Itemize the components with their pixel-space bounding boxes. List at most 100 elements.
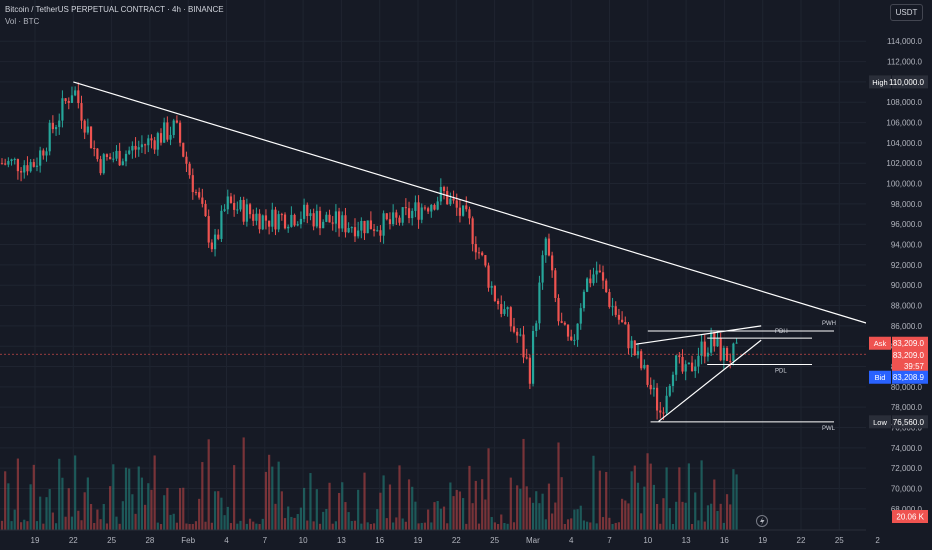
candle-body	[207, 216, 210, 243]
candle-body	[458, 207, 462, 216]
high-label: High	[872, 78, 887, 87]
volume-bar	[194, 521, 198, 530]
volume-bar	[131, 494, 134, 530]
candle-body	[239, 199, 242, 210]
volume-bar	[598, 470, 601, 530]
candle-body	[541, 255, 544, 283]
volume-bar	[725, 494, 729, 530]
volume-bar	[182, 487, 185, 530]
volume-bar	[150, 489, 153, 530]
trendline-main	[73, 81, 876, 327]
candle-body	[506, 307, 509, 310]
volume-bar	[271, 466, 274, 530]
candle-body	[551, 255, 554, 271]
bid-value: 83,208.9	[893, 373, 925, 382]
volume-bar	[427, 509, 430, 530]
volume-bar	[159, 523, 163, 530]
candle-body	[185, 156, 188, 164]
bid-label-bg	[869, 370, 891, 384]
ask-label-bg	[869, 336, 891, 350]
candle-body	[592, 274, 595, 284]
volume-bar	[258, 523, 261, 530]
time-axis[interactable]: 19 22 25 28 Feb 4 7 10 13 16 19 22 25 Mar 4 7 10 13 16 19 22…	[0, 529, 880, 545]
candle-body	[398, 217, 401, 223]
volume-bar	[290, 516, 293, 530]
candle-body	[493, 286, 496, 301]
volume-bar	[659, 523, 662, 530]
volume-bar	[640, 513, 643, 530]
candle-body	[710, 332, 713, 353]
volume-bar	[191, 523, 194, 530]
volume-bar	[207, 439, 210, 530]
volume-bar	[503, 522, 506, 530]
volume-bar	[331, 523, 334, 530]
volume-bar	[678, 467, 681, 530]
candle-body	[102, 154, 105, 174]
volume-bar	[268, 454, 271, 530]
candle-body	[662, 412, 665, 414]
bid-value-bg	[892, 370, 928, 384]
candle-body	[99, 159, 102, 174]
volume-bar	[633, 465, 636, 530]
volume-bar	[627, 503, 630, 530]
volume-bar	[42, 523, 45, 530]
volume-bar	[245, 523, 248, 530]
volume-value-bg	[892, 510, 928, 523]
volume-bar	[89, 503, 93, 530]
candle-body	[376, 230, 379, 232]
volume-value: 20.06 K	[896, 513, 924, 522]
volume-bar	[449, 482, 452, 530]
volume-bar	[39, 496, 42, 530]
candle-body	[306, 204, 309, 217]
drawings[interactable]: PWH PDH PDL PWL	[0, 81, 876, 432]
currency-button[interactable]: USDT	[890, 4, 923, 21]
candle-body	[248, 204, 252, 215]
candle-body	[150, 138, 153, 141]
volume-bar	[325, 508, 328, 530]
candle-body	[299, 218, 303, 225]
volume-bar	[134, 513, 137, 530]
volume-bar	[77, 510, 80, 530]
volume-bar	[210, 522, 213, 530]
candle-body	[293, 214, 296, 226]
candle-body	[614, 306, 617, 315]
volume-bar	[481, 479, 484, 530]
candle-body	[39, 150, 42, 166]
candle-body	[337, 211, 341, 229]
volume-bar	[573, 509, 576, 530]
candle-body	[287, 226, 290, 229]
volume-bar	[303, 487, 306, 530]
lightning-icon[interactable]	[756, 515, 768, 527]
candle-body	[684, 364, 687, 372]
time-tick-label: 4	[224, 536, 229, 545]
candle-body	[468, 209, 471, 219]
volume-bar	[366, 522, 369, 530]
candle-body	[636, 351, 640, 356]
volume-bar	[61, 477, 64, 530]
volume-bar	[93, 522, 96, 530]
candle-body	[277, 214, 280, 230]
volume-bar	[452, 496, 455, 530]
candle-body	[10, 159, 13, 162]
candle-body	[271, 209, 274, 227]
candle-body	[96, 148, 99, 160]
volume-bar	[188, 523, 191, 530]
candle-body	[226, 196, 229, 210]
price-tick-label: 94,000.0	[891, 241, 923, 250]
candle-body	[198, 192, 201, 198]
candle-body	[172, 120, 175, 135]
candle-body	[563, 322, 566, 325]
volume-bar	[19, 522, 23, 530]
time-tick-label: 28	[145, 536, 154, 545]
volume-bar	[675, 501, 678, 530]
volume-bar	[296, 514, 299, 530]
volume-bar	[423, 522, 427, 530]
candle-body	[621, 319, 624, 323]
candle-body	[274, 209, 277, 230]
price-axis[interactable]: 114,000.0 112,000.0 110,000.0 108,000.0 106,…	[866, 0, 932, 550]
volume-bar	[239, 520, 242, 530]
volume-bar	[462, 498, 465, 530]
volume-bar	[605, 471, 608, 530]
candle-body	[194, 192, 198, 194]
